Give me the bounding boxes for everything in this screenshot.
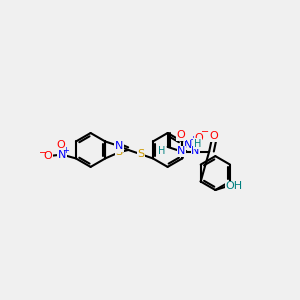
Text: S: S	[116, 147, 123, 157]
Text: N: N	[184, 140, 193, 150]
Text: H: H	[158, 146, 165, 157]
Text: +: +	[62, 146, 69, 155]
Text: −: −	[200, 127, 209, 137]
Text: O: O	[56, 140, 65, 150]
Text: N: N	[115, 141, 123, 151]
Text: OH: OH	[225, 181, 242, 191]
Text: S: S	[137, 149, 144, 159]
Text: O: O	[176, 130, 185, 140]
Text: O: O	[209, 131, 218, 141]
Text: −: −	[39, 148, 47, 158]
Text: N: N	[177, 146, 186, 157]
Text: O: O	[195, 134, 204, 143]
Text: N: N	[191, 146, 200, 157]
Text: +: +	[190, 135, 196, 144]
Text: O: O	[44, 151, 52, 161]
Text: H: H	[194, 139, 201, 149]
Text: N: N	[58, 150, 66, 160]
